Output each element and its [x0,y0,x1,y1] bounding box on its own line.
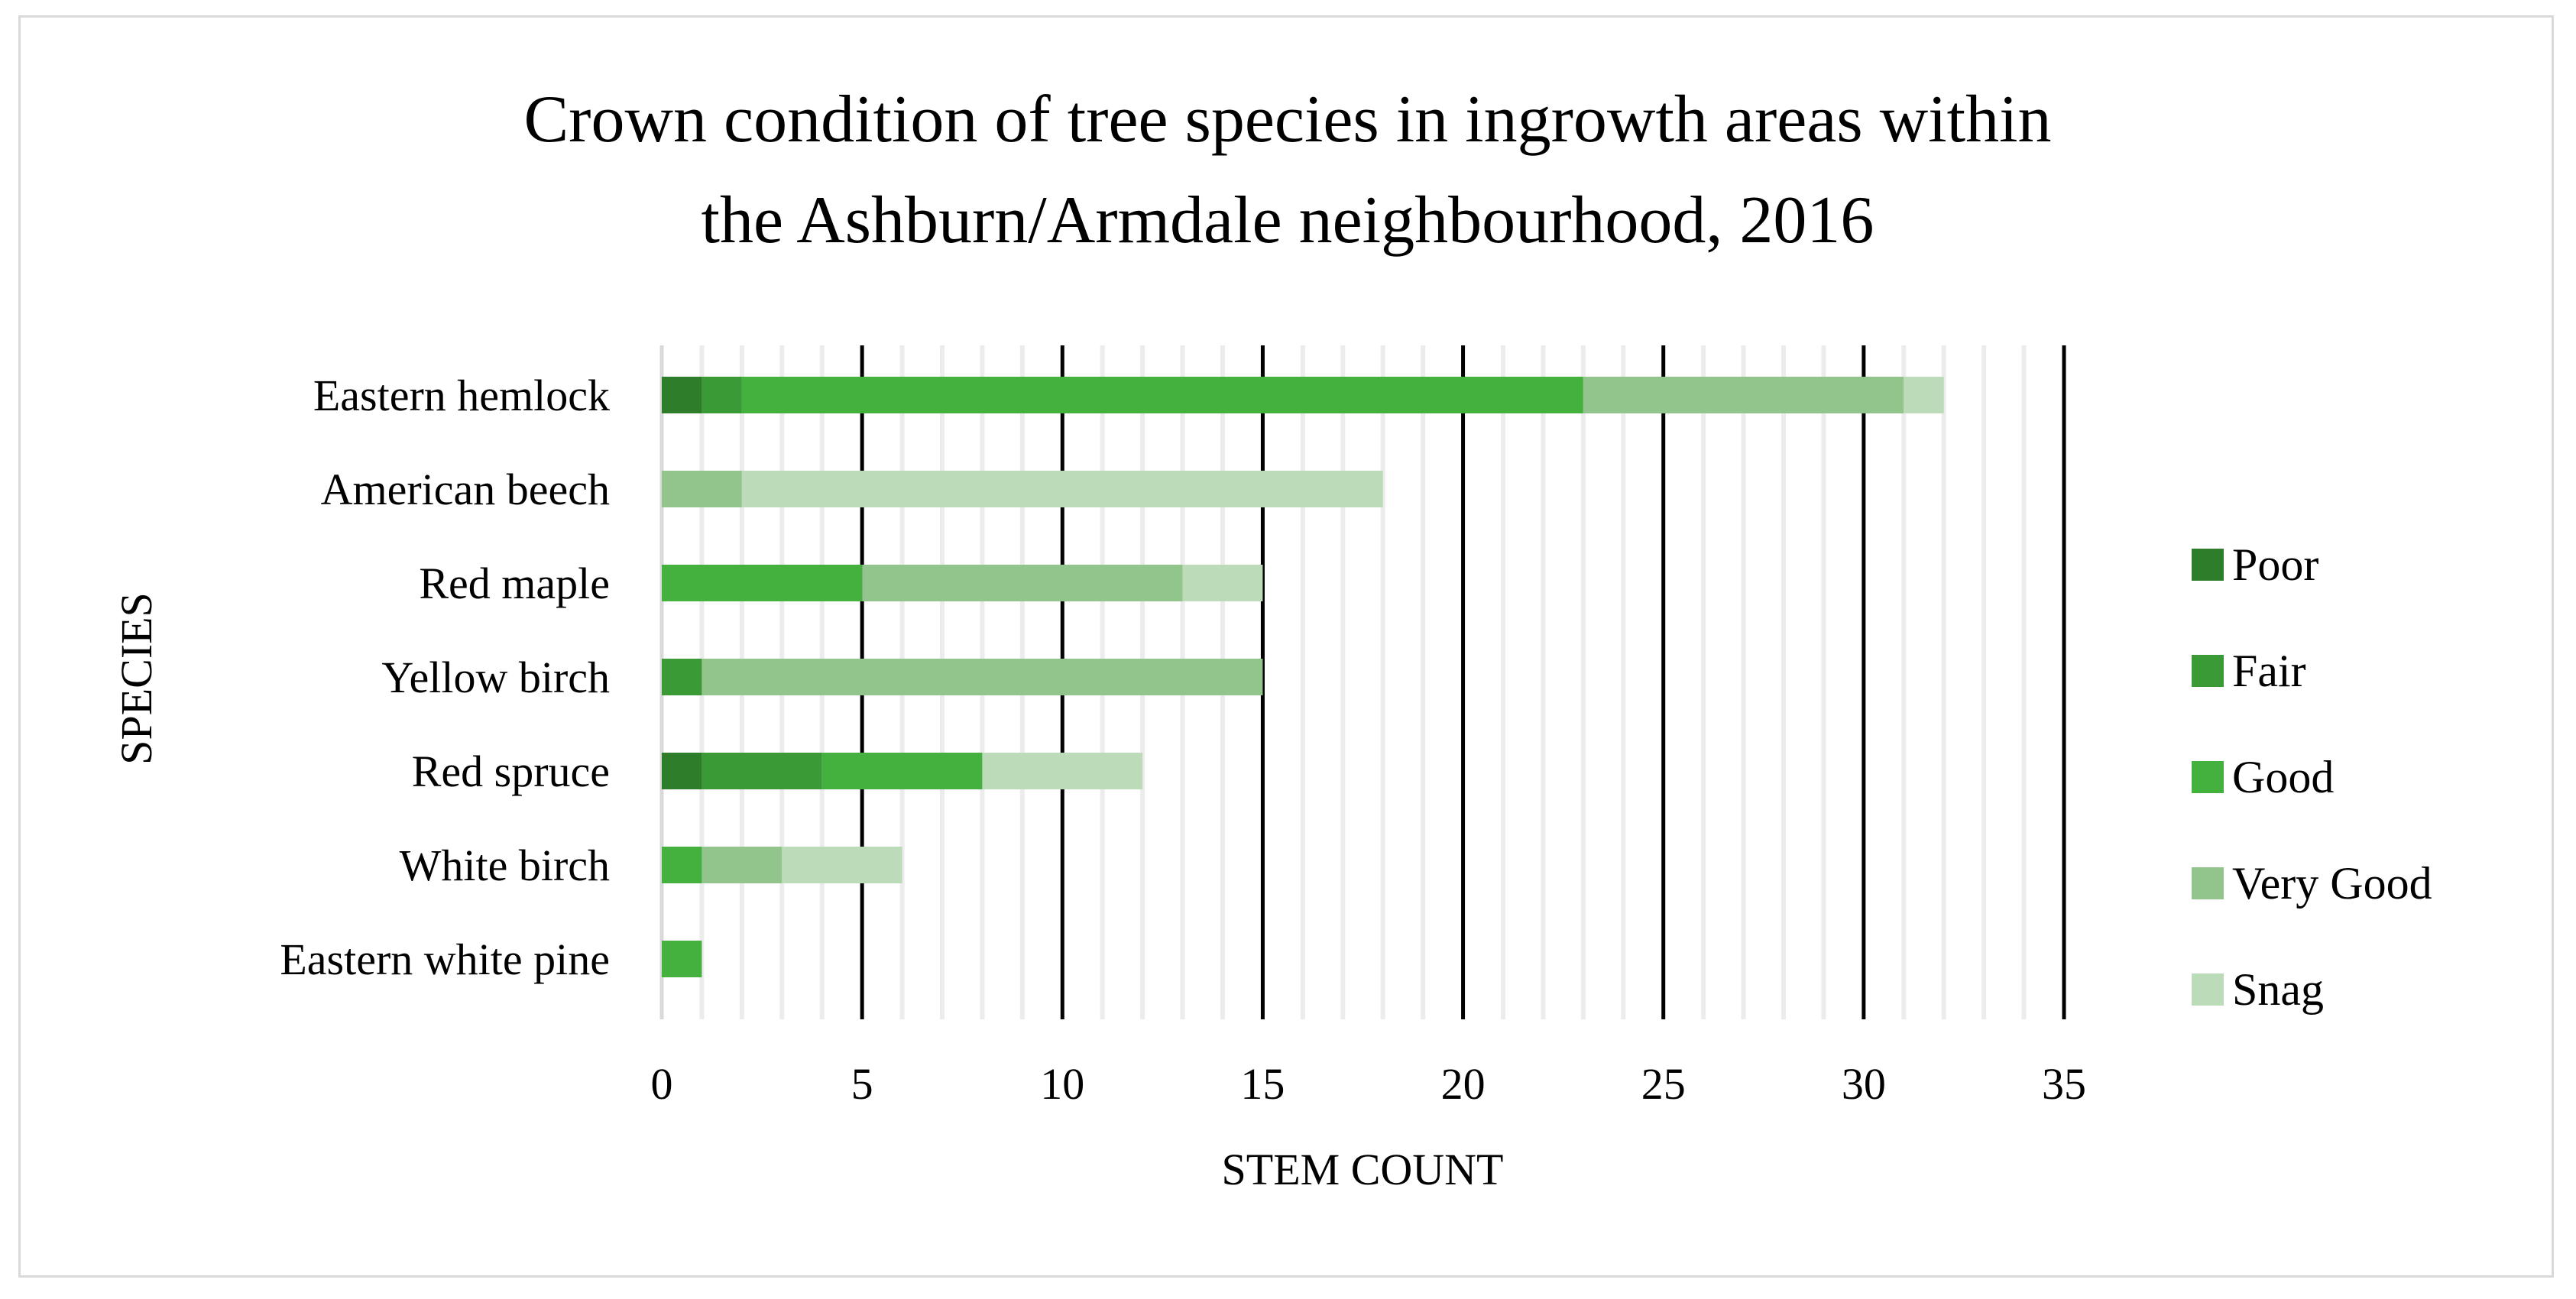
bar-segment [1182,565,1263,601]
category-label: Eastern white pine [280,935,610,984]
x-tick-label: 35 [2042,1059,2086,1109]
bar-segment [662,753,702,789]
x-tick-label: 0 [651,1059,673,1109]
bars [662,377,1944,977]
legend-swatch [2192,655,2224,687]
bar-segment [741,377,1583,413]
legend-swatch [2192,867,2224,899]
bar-segment [821,753,983,789]
x-tick-label: 20 [1441,1059,1486,1109]
bar-segment [662,941,702,977]
legend-swatch [2192,973,2224,1006]
bar-segment [982,753,1143,789]
bar-segment [662,377,702,413]
bar-segment [741,471,1383,507]
category-label: Yellow birch [381,653,610,702]
legend-label: Good [2232,752,2334,802]
bar-segment [702,659,1263,695]
chart-title: Crown condition of tree species in ingro… [523,83,2051,258]
bar-segment [662,471,742,507]
chart-frame [18,15,2554,1278]
x-tick-labels: 0 5 10 15 20 25 30 35 [651,1059,2087,1109]
chart-title-line: the Ashburn/Armdale neighbourhood, 2016 [702,183,1874,258]
x-axis-label: STEM COUNT [1222,1145,1504,1194]
x-tick-label: 30 [1842,1059,1886,1109]
x-tick-label: 5 [851,1059,873,1109]
category-label: American beech [321,465,610,514]
bar-segment [1904,377,1944,413]
bar-segment [1583,377,1904,413]
legend-label: Snag [2232,964,2324,1015]
x-tick-label: 25 [1641,1059,1686,1109]
bar-segment [862,565,1183,601]
bar-segment [662,659,702,695]
bar-segment [702,753,822,789]
legend: Poor Fair Good Very Good Snag [2192,539,2432,1015]
bar-segment [662,847,702,883]
bar-segment [702,847,783,883]
legend-swatch [2192,761,2224,793]
category-label: Red maple [419,559,610,608]
y-axis-label: SPECIES [112,592,161,765]
x-tick-label: 15 [1240,1059,1285,1109]
chart-title-line: Crown condition of tree species in ingro… [523,83,2051,157]
legend-label: Fair [2232,646,2306,696]
legend-label: Very Good [2232,858,2432,909]
x-tick-label: 10 [1040,1059,1084,1109]
bar-segment [782,847,902,883]
bar-segment [702,377,742,413]
category-label: Eastern hemlock [313,371,610,420]
legend-swatch [2192,549,2224,581]
category-label: White birch [400,841,610,890]
legend-label: Poor [2232,539,2318,590]
category-label: Red spruce [412,747,610,796]
bar-segment [662,565,863,601]
category-labels: Eastern hemlock American beech Red maple Ye… [280,371,610,984]
